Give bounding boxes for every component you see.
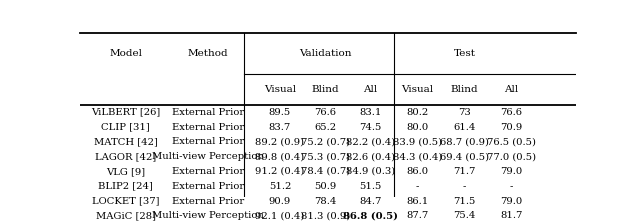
Text: 79.0: 79.0 xyxy=(500,167,523,176)
Text: 51.2: 51.2 xyxy=(269,182,291,191)
Text: 89.2 (0.9): 89.2 (0.9) xyxy=(255,137,305,146)
Text: Visual: Visual xyxy=(264,85,296,94)
Text: Multi-view Perception: Multi-view Perception xyxy=(152,152,264,161)
Text: Model: Model xyxy=(109,49,142,58)
Text: 89.5: 89.5 xyxy=(269,108,291,117)
Text: 76.6: 76.6 xyxy=(314,108,337,117)
Text: 68.7 (0.9): 68.7 (0.9) xyxy=(440,137,489,146)
Text: 75.3 (0.7): 75.3 (0.7) xyxy=(301,152,350,161)
Text: 86.8 (0.5): 86.8 (0.5) xyxy=(342,211,397,220)
Text: 83.7: 83.7 xyxy=(269,122,291,131)
Text: External Prior: External Prior xyxy=(172,122,244,131)
Text: 78.4: 78.4 xyxy=(314,196,337,206)
Text: 81.7: 81.7 xyxy=(500,211,523,220)
Text: Multi-view Perception: Multi-view Perception xyxy=(152,211,264,220)
Text: 50.9: 50.9 xyxy=(314,182,337,191)
Text: 76.5 (0.5): 76.5 (0.5) xyxy=(487,137,536,146)
Text: 75.2 (0.7): 75.2 (0.7) xyxy=(301,137,350,146)
Text: 84.7: 84.7 xyxy=(359,196,381,206)
Text: 89.8 (0.4): 89.8 (0.4) xyxy=(255,152,305,161)
Text: 77.0 (0.5): 77.0 (0.5) xyxy=(487,152,536,161)
Text: 80.2: 80.2 xyxy=(406,108,428,117)
Text: 73: 73 xyxy=(458,108,471,117)
Text: 80.0: 80.0 xyxy=(406,122,428,131)
Text: 92.1 (0.4): 92.1 (0.4) xyxy=(255,211,305,220)
Text: -: - xyxy=(463,182,466,191)
Text: CLIP [31]: CLIP [31] xyxy=(101,122,150,131)
Text: External Prior: External Prior xyxy=(172,137,244,146)
Text: 84.3 (0.4): 84.3 (0.4) xyxy=(392,152,442,161)
Text: 69.4 (0.5): 69.4 (0.5) xyxy=(440,152,489,161)
Text: Method: Method xyxy=(188,49,228,58)
Text: 71.5: 71.5 xyxy=(453,196,476,206)
Text: 76.6: 76.6 xyxy=(500,108,522,117)
Text: -: - xyxy=(415,182,419,191)
Text: 83.1: 83.1 xyxy=(359,108,381,117)
Text: 70.9: 70.9 xyxy=(500,122,523,131)
Text: 51.5: 51.5 xyxy=(359,182,381,191)
Text: 87.7: 87.7 xyxy=(406,211,428,220)
Text: MAGiC [28]: MAGiC [28] xyxy=(95,211,156,220)
Text: 90.9: 90.9 xyxy=(269,196,291,206)
Text: BLIP2 [24]: BLIP2 [24] xyxy=(98,182,153,191)
Text: ViLBERT [26]: ViLBERT [26] xyxy=(91,108,160,117)
Text: 65.2: 65.2 xyxy=(314,122,337,131)
Text: 82.6 (0.4): 82.6 (0.4) xyxy=(346,152,395,161)
Text: External Prior: External Prior xyxy=(172,167,244,176)
Text: 74.5: 74.5 xyxy=(359,122,381,131)
Text: 61.4: 61.4 xyxy=(453,122,476,131)
Text: MATCH [42]: MATCH [42] xyxy=(93,137,157,146)
Text: 78.4 (0.7): 78.4 (0.7) xyxy=(301,167,350,176)
Text: 91.2 (0.4): 91.2 (0.4) xyxy=(255,167,305,176)
Text: 75.4: 75.4 xyxy=(453,211,476,220)
Text: LOCKET [37]: LOCKET [37] xyxy=(92,196,159,206)
Text: 82.2 (0.4): 82.2 (0.4) xyxy=(346,137,395,146)
Text: 86.1: 86.1 xyxy=(406,196,428,206)
Text: 83.9 (0.5): 83.9 (0.5) xyxy=(393,137,442,146)
Text: External Prior: External Prior xyxy=(172,196,244,206)
Text: LAGOR [42]: LAGOR [42] xyxy=(95,152,156,161)
Text: All: All xyxy=(363,85,378,94)
Text: 79.0: 79.0 xyxy=(500,196,523,206)
Text: 84.9 (0.3): 84.9 (0.3) xyxy=(346,167,395,176)
Text: Blind: Blind xyxy=(451,85,478,94)
Text: Visual: Visual xyxy=(401,85,433,94)
Text: External Prior: External Prior xyxy=(172,108,244,117)
Text: -: - xyxy=(510,182,513,191)
Text: 81.3 (0.9): 81.3 (0.9) xyxy=(301,211,350,220)
Text: Test: Test xyxy=(453,49,476,58)
Text: Validation: Validation xyxy=(300,49,352,58)
Text: 86.0: 86.0 xyxy=(406,167,428,176)
Text: Blind: Blind xyxy=(312,85,339,94)
Text: VLG [9]: VLG [9] xyxy=(106,167,145,176)
Text: All: All xyxy=(504,85,518,94)
Text: 71.7: 71.7 xyxy=(453,167,476,176)
Text: External Prior: External Prior xyxy=(172,182,244,191)
